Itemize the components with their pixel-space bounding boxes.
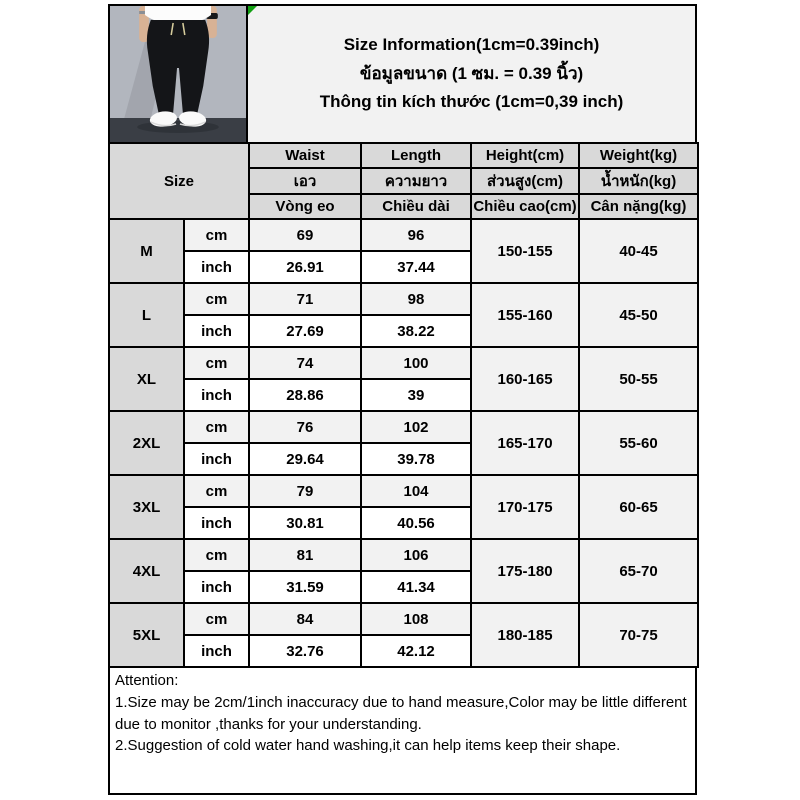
unit-inch: inch [182,442,251,476]
size-column-header: Size [107,142,251,220]
size-label: 3XL [108,474,185,540]
height-range: 160-165 [470,346,581,412]
header-block: Size Information(1cm=0.39inch) ข้อมูลขนา… [108,4,697,142]
size-label: 4XL [108,538,185,604]
length-cm-value: 96 [360,218,473,252]
col-header-weight-vi: Cân nặng(kg) [578,193,700,220]
waist-inch-value: 28.86 [248,378,363,412]
waist-cm-value: 69 [248,218,363,252]
weight-range: 40-45 [578,218,700,284]
waist-cm-value: 81 [248,538,363,572]
length-inch-value: 41.34 [360,570,473,604]
unit-cm: cm [182,410,251,444]
attention-note-1: 1.Size may be 2cm/1inch inaccuracy due t… [115,693,687,733]
unit-inch: inch [182,634,251,668]
height-range: 155-160 [470,282,581,348]
col-header-height-en: Height(cm) [470,142,581,169]
size-label: XL [108,346,185,412]
col-header-waist-en: Waist [248,142,363,169]
col-header-height-vi: Chiều cao(cm) [470,193,581,220]
col-header-length-th: ความยาว [360,167,473,195]
length-cm-value: 106 [360,538,473,572]
pants [146,20,210,113]
col-header-weight-en: Weight(kg) [578,142,700,169]
size-label: M [108,218,185,284]
col-header-height-th: ส่วนสูง(cm) [470,167,581,195]
waist-inch-value: 29.64 [248,442,363,476]
attention-note-2: 2.Suggestion of cold water hand washing,… [115,737,621,755]
weight-range: 65-70 [578,538,700,604]
height-range: 165-170 [470,410,581,476]
unit-cm: cm [182,346,251,380]
size-chart-sheet: Size Information(1cm=0.39inch) ข้อมูลขนา… [107,4,700,795]
drawstring [170,22,186,36]
weight-range: 50-55 [578,346,700,412]
unit-cm: cm [182,218,251,252]
length-cm-value: 100 [360,346,473,380]
waist-cm-value: 79 [248,474,363,508]
length-inch-value: 37.44 [360,250,473,284]
size-label: 5XL [108,602,185,668]
weight-range: 55-60 [578,410,700,476]
unit-inch: inch [182,378,251,412]
attention-notes: Attention: 1.Size may be 2cm/1inch inacc… [108,668,697,795]
col-header-length-vi: Chiều dài [360,193,473,220]
waist-cm-value: 71 [248,282,363,316]
excel-corner-marker-icon [248,6,257,15]
waist-inch-value: 26.91 [248,250,363,284]
unit-cm: cm [182,602,251,636]
height-range: 170-175 [470,474,581,540]
unit-inch: inch [182,506,251,540]
size-label: L [108,282,185,348]
waist-inch-value: 27.69 [248,314,363,348]
unit-inch: inch [182,250,251,284]
waist-cm-value: 74 [248,346,363,380]
length-inch-value: 38.22 [360,314,473,348]
waist-cm-value: 84 [248,602,363,636]
size-info-title: Size Information(1cm=0.39inch) ข้อมูลขนา… [248,6,695,142]
waist-inch-value: 32.76 [248,634,363,668]
height-range: 175-180 [470,538,581,604]
height-range: 180-185 [470,602,581,668]
length-cm-value: 104 [360,474,473,508]
length-cm-value: 102 [360,410,473,444]
attention-heading: Attention: [115,672,179,689]
waist-inch-value: 30.81 [248,506,363,540]
length-inch-value: 40.56 [360,506,473,540]
product-photo-illustration [110,6,246,142]
unit-cm: cm [182,282,251,316]
unit-cm: cm [182,474,251,508]
length-inch-value: 42.12 [360,634,473,668]
col-header-waist-th: เอว [248,167,363,195]
height-range: 150-155 [470,218,581,284]
col-header-length-en: Length [360,142,473,169]
unit-inch: inch [182,314,251,348]
length-inch-value: 39.78 [360,442,473,476]
weight-range: 45-50 [578,282,700,348]
weight-range: 70-75 [578,602,700,668]
weight-range: 60-65 [578,474,700,540]
title-line-vi: Thông tin kích thước (1cm=0,39 inch) [319,92,624,112]
size-label: 2XL [108,410,185,476]
waist-inch-value: 31.59 [248,570,363,604]
length-cm-value: 98 [360,282,473,316]
shirt-hem [144,6,212,24]
size-table: Size Waist Length Height(cm) Weight(kg) … [107,142,700,668]
length-cm-value: 108 [360,602,473,636]
sneakers [149,111,207,127]
unit-inch: inch [182,570,251,604]
col-header-weight-th: น้ำหนัก(kg) [578,167,700,195]
col-header-waist-vi: Vòng eo [248,193,363,220]
title-line-th: ข้อมูลขนาด (1 ซม. = 0.39 นิ้ว) [359,63,584,83]
waist-cm-value: 76 [248,410,363,444]
unit-cm: cm [182,538,251,572]
length-inch-value: 39 [360,378,473,412]
product-photo [110,6,248,142]
title-line-en: Size Information(1cm=0.39inch) [343,34,600,54]
